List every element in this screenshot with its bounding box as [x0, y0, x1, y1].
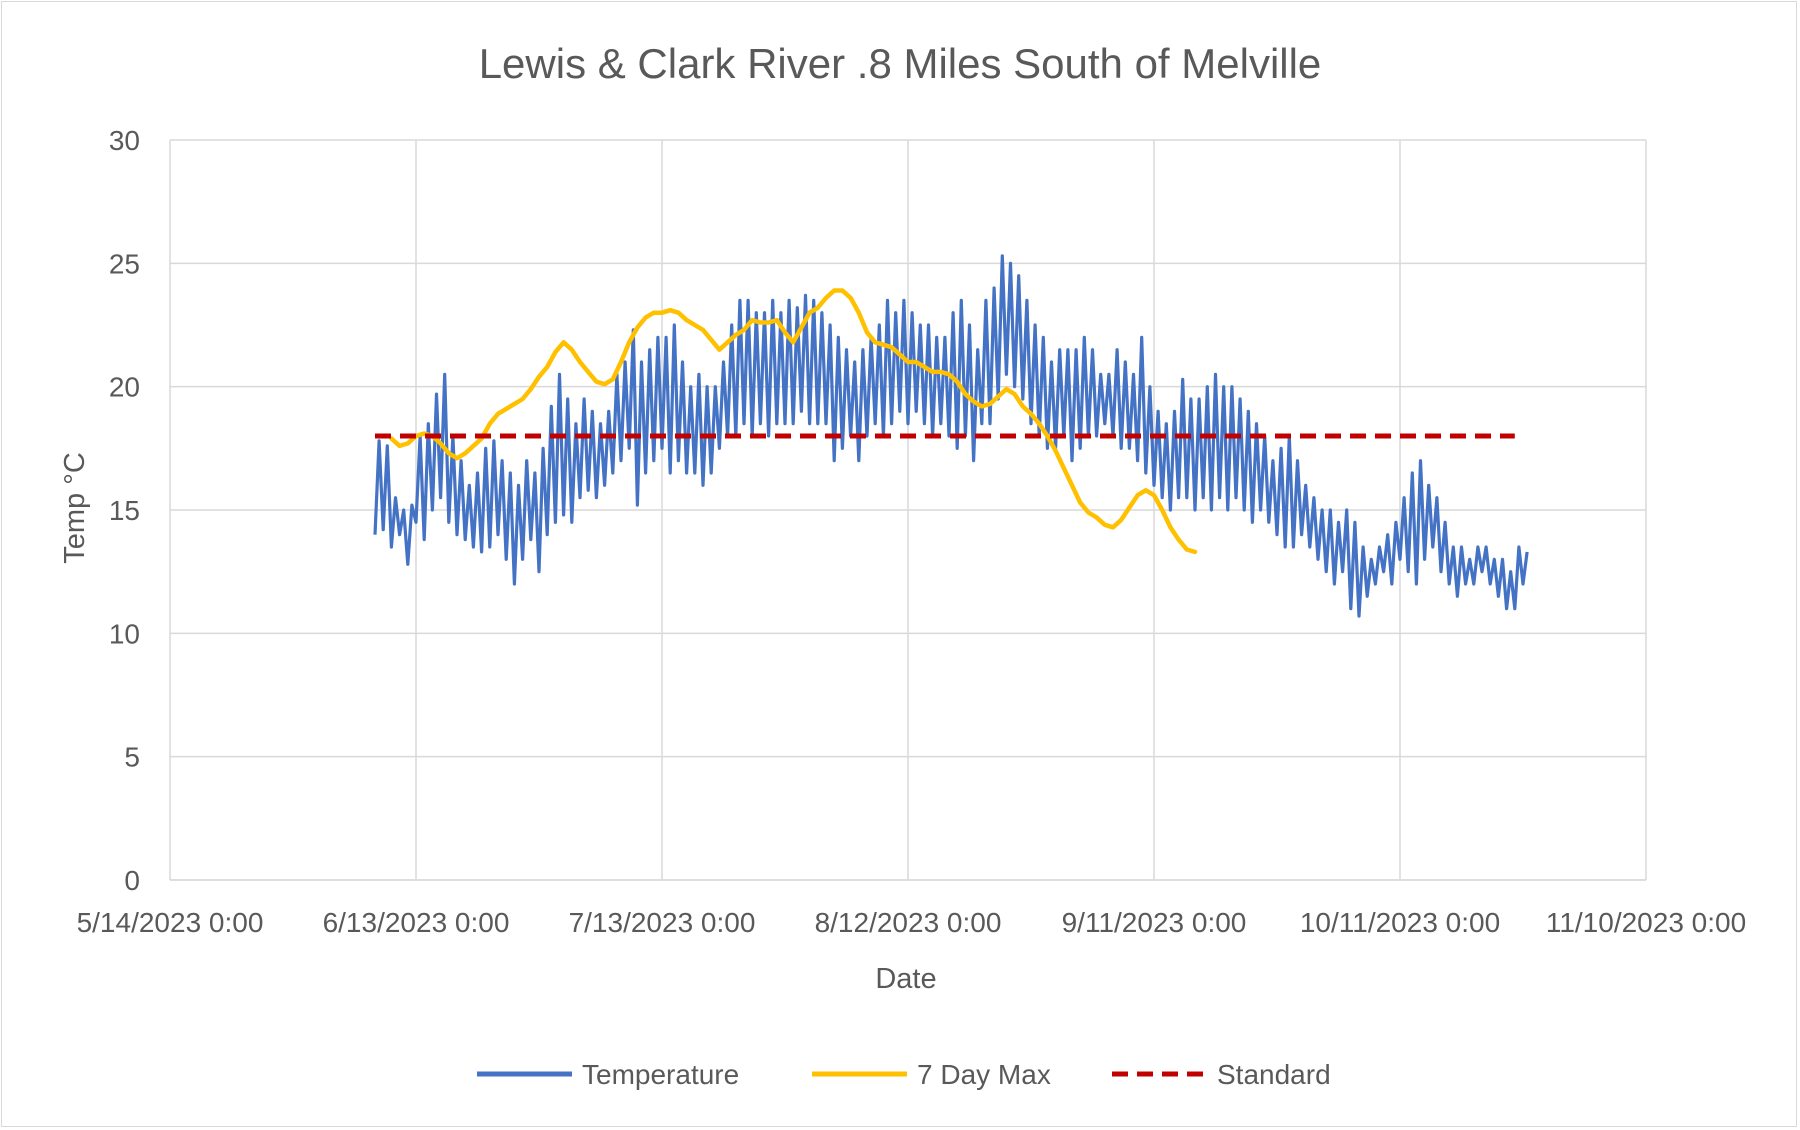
- x-tick-label: 6/13/2023 0:00: [323, 907, 510, 938]
- chart-title: Lewis & Clark River .8 Miles South of Me…: [479, 40, 1322, 87]
- series-layer: [373, 254, 1529, 618]
- y-axis-label: Temp °C: [59, 452, 91, 564]
- y-axis-ticks: 0 5 10 15 20 25 30: [109, 125, 140, 896]
- legend-item-standard: Standard: [1112, 1059, 1331, 1090]
- y-tick-label: 15: [109, 495, 140, 526]
- legend-label-standard: Standard: [1217, 1059, 1331, 1090]
- y-tick-label: 10: [109, 618, 140, 649]
- legend-label-temperature: Temperature: [582, 1059, 739, 1090]
- legend-item-temperature: Temperature: [477, 1059, 739, 1090]
- x-tick-label: 7/13/2023 0:00: [569, 907, 756, 938]
- y-tick-label: 30: [109, 125, 140, 156]
- y-tick-label: 0: [124, 865, 140, 896]
- legend-label-7-day-max: 7 Day Max: [917, 1059, 1051, 1090]
- legend: Temperature 7 Day Max Standard: [477, 1059, 1331, 1090]
- x-tick-label: 10/11/2023 0:00: [1300, 907, 1500, 938]
- x-tick-label: 8/12/2023 0:00: [815, 907, 1002, 938]
- x-tick-label: 5/14/2023 0:00: [77, 907, 264, 938]
- series-line-7-day-max: [389, 288, 1198, 555]
- x-tick-label: 11/10/2023 0:00: [1546, 907, 1746, 938]
- y-tick-label: 25: [109, 248, 140, 279]
- x-axis-ticks: 5/14/2023 0:00 6/13/2023 0:00 7/13/2023 0:…: [77, 907, 1747, 938]
- y-tick-label: 20: [109, 372, 140, 403]
- y-tick-label: 5: [124, 742, 140, 773]
- legend-item-7-day-max: 7 Day Max: [812, 1059, 1051, 1090]
- x-axis-label: Date: [875, 963, 936, 995]
- x-tick-label: 9/11/2023 0:00: [1062, 907, 1247, 938]
